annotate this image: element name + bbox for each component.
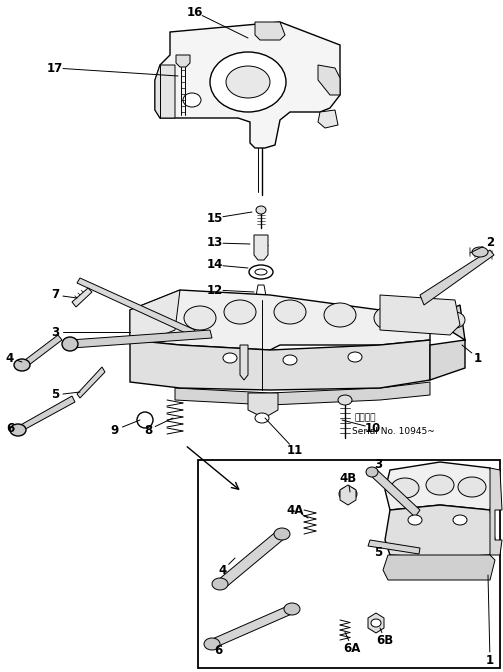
Polygon shape (248, 393, 278, 418)
Text: 3: 3 (51, 325, 59, 339)
Polygon shape (368, 540, 420, 554)
Polygon shape (256, 285, 266, 300)
Ellipse shape (284, 603, 300, 615)
Text: 14: 14 (207, 259, 223, 271)
Polygon shape (130, 340, 430, 390)
Text: 7: 7 (51, 288, 59, 302)
Polygon shape (77, 278, 195, 336)
Polygon shape (77, 367, 105, 398)
Ellipse shape (183, 93, 201, 107)
Text: 8: 8 (144, 423, 152, 437)
Text: 適用号機: 適用号機 (355, 413, 377, 423)
Text: 12: 12 (207, 284, 223, 296)
Text: 2: 2 (486, 237, 494, 249)
Polygon shape (383, 555, 495, 580)
Text: 10: 10 (365, 421, 381, 435)
Polygon shape (420, 250, 494, 305)
Ellipse shape (445, 312, 465, 328)
Polygon shape (318, 65, 340, 95)
Ellipse shape (283, 355, 297, 365)
Text: 4: 4 (6, 351, 14, 364)
Text: 13: 13 (207, 237, 223, 249)
Text: 3: 3 (374, 458, 382, 472)
Text: Serial No. 10945~: Serial No. 10945~ (352, 427, 435, 437)
Polygon shape (370, 468, 420, 517)
Text: 5: 5 (51, 388, 59, 401)
Ellipse shape (255, 413, 269, 423)
Text: 6: 6 (6, 421, 14, 435)
Text: 6A: 6A (344, 642, 361, 655)
Ellipse shape (338, 395, 352, 405)
Text: 17: 17 (47, 62, 63, 75)
Ellipse shape (366, 467, 378, 477)
Polygon shape (210, 605, 294, 648)
Ellipse shape (10, 424, 26, 436)
Polygon shape (21, 335, 62, 368)
Ellipse shape (226, 66, 270, 98)
Polygon shape (72, 288, 92, 307)
Ellipse shape (204, 638, 220, 650)
Ellipse shape (374, 306, 406, 330)
Text: 6: 6 (214, 644, 222, 657)
Ellipse shape (339, 487, 357, 501)
Ellipse shape (184, 306, 216, 330)
Ellipse shape (408, 515, 422, 525)
Polygon shape (17, 396, 75, 432)
Text: 9: 9 (111, 423, 119, 437)
Polygon shape (218, 530, 285, 588)
Ellipse shape (249, 265, 273, 279)
Polygon shape (130, 290, 430, 350)
Ellipse shape (391, 478, 419, 498)
Text: 6B: 6B (376, 634, 394, 646)
Polygon shape (255, 22, 285, 40)
Ellipse shape (255, 269, 267, 275)
Ellipse shape (453, 515, 467, 525)
Text: 16: 16 (187, 5, 203, 19)
Text: 4B: 4B (340, 472, 357, 485)
Ellipse shape (212, 578, 228, 590)
Ellipse shape (256, 206, 266, 214)
Polygon shape (176, 55, 190, 67)
Ellipse shape (274, 300, 306, 324)
Polygon shape (318, 110, 338, 128)
Text: 1: 1 (474, 351, 482, 364)
Polygon shape (368, 613, 384, 633)
Ellipse shape (210, 52, 286, 112)
Polygon shape (254, 235, 268, 260)
Polygon shape (340, 485, 356, 505)
Ellipse shape (223, 353, 237, 363)
Polygon shape (155, 22, 340, 148)
Ellipse shape (62, 337, 78, 351)
Text: 5: 5 (374, 546, 382, 560)
Ellipse shape (458, 477, 486, 497)
Polygon shape (175, 382, 430, 405)
Polygon shape (430, 305, 465, 380)
Text: 1: 1 (486, 653, 494, 667)
Polygon shape (380, 295, 460, 335)
Ellipse shape (224, 300, 256, 324)
Ellipse shape (137, 412, 153, 428)
Ellipse shape (420, 317, 440, 333)
Polygon shape (155, 65, 175, 118)
Bar (198, 460, 500, 668)
Ellipse shape (274, 528, 290, 540)
Polygon shape (70, 330, 212, 348)
Polygon shape (385, 505, 495, 558)
Ellipse shape (14, 359, 30, 371)
Text: 4: 4 (219, 564, 227, 577)
Text: 11: 11 (287, 444, 303, 456)
Ellipse shape (348, 352, 362, 362)
Ellipse shape (324, 303, 356, 327)
Polygon shape (130, 290, 180, 340)
Text: 15: 15 (207, 212, 223, 224)
Polygon shape (490, 468, 502, 555)
Ellipse shape (426, 475, 454, 495)
Ellipse shape (371, 619, 381, 627)
Text: 4A: 4A (286, 503, 304, 517)
Polygon shape (240, 345, 248, 380)
Ellipse shape (472, 247, 488, 257)
Polygon shape (385, 462, 495, 510)
